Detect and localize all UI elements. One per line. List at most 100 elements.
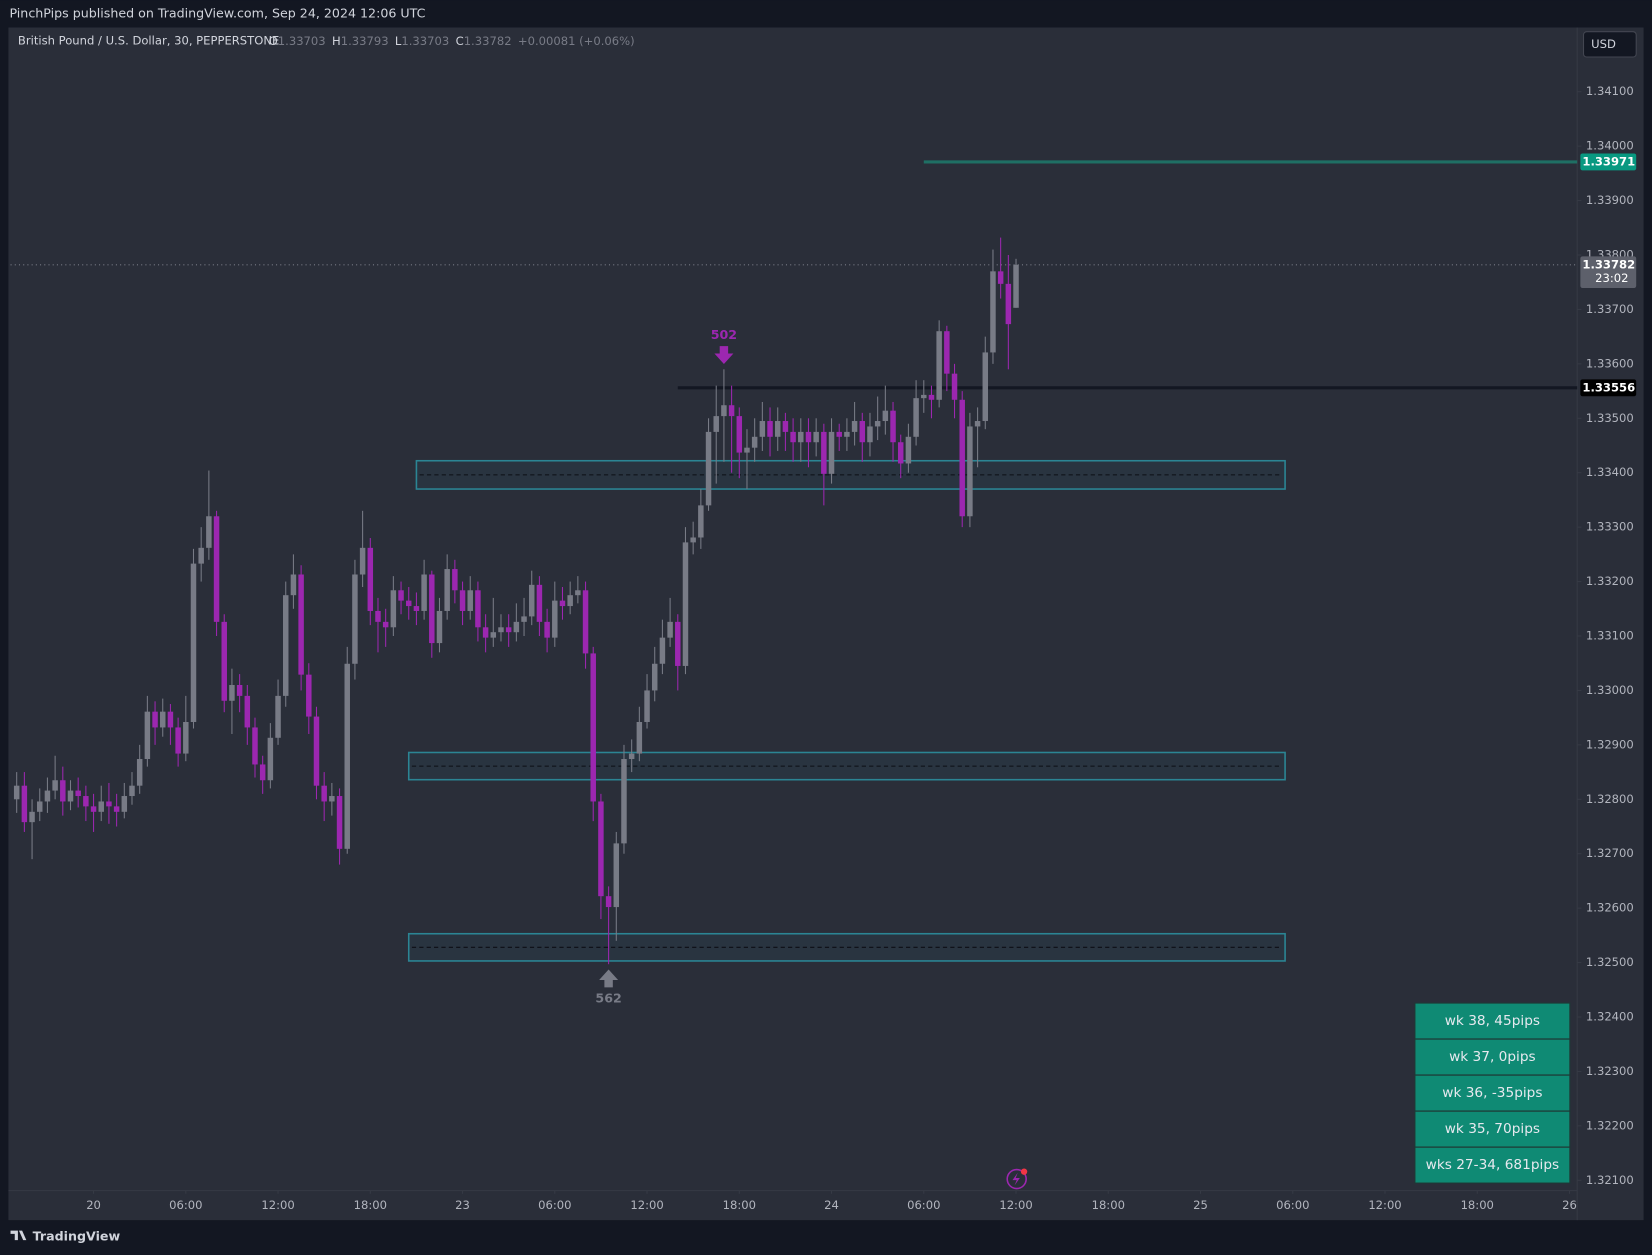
candle-body: [44, 790, 51, 802]
candle-body: [567, 595, 573, 607]
candle-body: [751, 436, 758, 448]
candle-body: [390, 590, 397, 628]
ohlc-legend: O1.33703 H1.33793 L1.33703 C1.33782 +0.00081…: [269, 34, 635, 48]
candle-body: [828, 431, 835, 474]
x-tick-label: 12:00: [630, 1198, 663, 1212]
candle-body: [536, 584, 543, 622]
candle-body: [83, 796, 89, 807]
candle-body: [690, 537, 696, 543]
table-cell: [1414, 1110, 1571, 1148]
level-tag-label: 1.33556: [1582, 380, 1635, 394]
candle-body: [705, 431, 712, 506]
candle-body: [113, 806, 120, 812]
lightning-icon[interactable]: [1006, 1168, 1028, 1190]
y-tick-label: 1.33300: [1586, 520, 1634, 534]
icon-dot[interactable]: [1020, 1168, 1028, 1175]
candle-body: [252, 727, 258, 765]
candle-body: [344, 663, 350, 849]
x-tick-label: 23: [455, 1198, 470, 1212]
y-tick-label: 1.32400: [1586, 1010, 1634, 1024]
candle-body: [405, 600, 412, 607]
candle-body: [913, 398, 919, 437]
candle-body: [736, 416, 743, 453]
candle-body: [382, 621, 389, 628]
candle-body: [874, 421, 881, 427]
candle-body: [605, 896, 612, 908]
icon-ring[interactable]: [1006, 1168, 1027, 1190]
candle-body: [728, 405, 735, 417]
legend-key: H: [332, 34, 341, 48]
candle-body: [267, 737, 274, 781]
legend-value: 1.33703: [401, 34, 449, 48]
candle-body: [851, 421, 858, 432]
chart-area: [8, 27, 1644, 1221]
candle-body: [844, 431, 850, 437]
x-tick-label: 06:00: [907, 1198, 940, 1212]
candle-body: [967, 426, 973, 517]
candle-body: [575, 590, 581, 596]
y-tick-label: 1.33000: [1586, 683, 1634, 697]
ohlc-values: O1.33703 H1.33793 L1.33703 C1.33782 +0.00081…: [269, 34, 635, 48]
legend-key: L: [395, 34, 402, 48]
candle-body: [936, 331, 942, 400]
candle-body: [467, 590, 473, 611]
y-tick-label: 1.33200: [1586, 574, 1634, 588]
y-tick-label: 1.32700: [1586, 846, 1634, 860]
candle-body: [544, 621, 550, 638]
level-tag: [1580, 153, 1637, 171]
candle-body: [959, 399, 965, 517]
x-tick-label: 06:00: [538, 1198, 571, 1212]
x-tick-label: 18:00: [1092, 1198, 1125, 1212]
x-tick-label: 20: [86, 1198, 101, 1212]
y-tick-label: 1.34100: [1586, 84, 1634, 98]
legend-value: 1.33793: [341, 34, 389, 48]
candle-body: [498, 627, 504, 633]
candle-body: [721, 405, 727, 417]
legend-value: 1.33703: [278, 34, 326, 48]
footer: TradingView: [33, 1228, 121, 1243]
candle-body: [444, 569, 450, 611]
symbol: British Pound / U.S. Dollar, 30, PEPPERS…: [18, 34, 279, 48]
y-tick-label: 1.33100: [1586, 629, 1634, 643]
candle-body: [259, 764, 266, 781]
x-tick-label: 12:00: [1368, 1198, 1401, 1212]
currency-button[interactable]: [1582, 31, 1637, 58]
candle-body: [13, 785, 20, 800]
x-tick-label: 25: [1193, 1198, 1208, 1212]
y-tick-label: 1.33500: [1586, 411, 1634, 425]
legend-value: 1.33782: [464, 34, 512, 48]
candle-body: [367, 547, 374, 611]
candle-body: [713, 416, 719, 432]
candle-body: [136, 759, 143, 786]
candle-body: [521, 616, 527, 622]
candle-body: [475, 590, 481, 628]
candle-body: [359, 547, 366, 575]
candle-body: [821, 431, 827, 474]
candle-body: [129, 785, 135, 797]
candle-body: [213, 516, 220, 622]
candle-body: [767, 421, 773, 437]
y-tick-label: 1.34000: [1586, 139, 1634, 153]
candle-body: [774, 421, 781, 437]
x-tick-label: 26: [1562, 1198, 1577, 1212]
candle-body: [590, 653, 596, 802]
candle-body: [98, 801, 104, 812]
currency[interactable]: USD: [1591, 37, 1616, 51]
candle-body: [659, 637, 666, 664]
candle-body: [928, 394, 935, 400]
table-cell: [1414, 1002, 1571, 1040]
candle-body: [667, 621, 673, 638]
y-tick-label: 1.33400: [1586, 465, 1634, 479]
candle-body: [990, 271, 996, 353]
candle-body: [298, 574, 304, 675]
candle-body: [21, 785, 28, 823]
candle-body: [890, 410, 896, 443]
candle-body: [790, 431, 796, 443]
y-tick-label: 1.32900: [1586, 737, 1634, 751]
candle-body: [229, 684, 235, 701]
candle-body: [805, 431, 812, 443]
candle-body: [921, 394, 927, 399]
candle-body: [628, 753, 635, 760]
icon-bolt[interactable]: [1012, 1172, 1020, 1186]
